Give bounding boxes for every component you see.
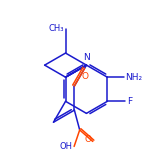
Text: CH₃: CH₃: [49, 24, 64, 33]
Text: F: F: [127, 97, 132, 106]
Text: N: N: [83, 52, 90, 62]
Text: O: O: [85, 135, 92, 143]
Text: OH: OH: [60, 142, 73, 151]
Text: O: O: [81, 72, 88, 81]
Text: NH₂: NH₂: [125, 73, 143, 82]
